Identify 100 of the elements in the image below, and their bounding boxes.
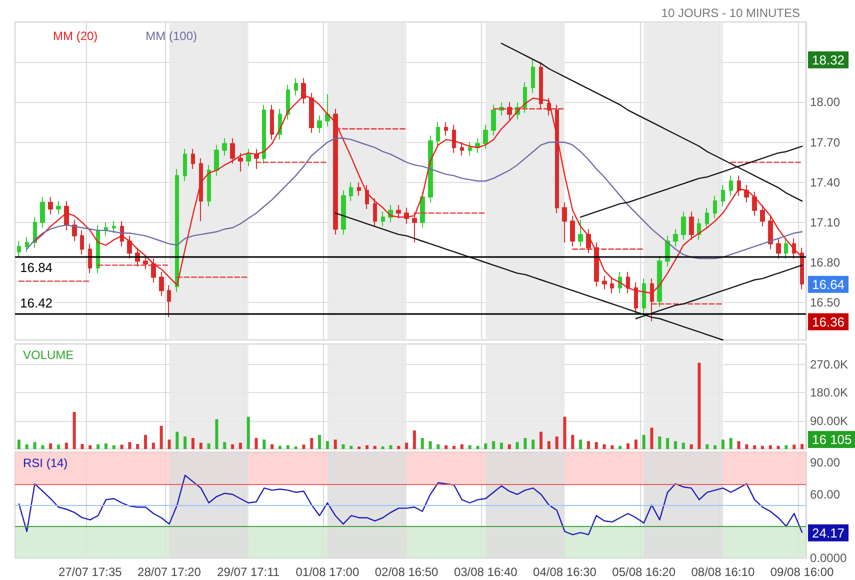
bar	[57, 444, 60, 449]
bar	[776, 446, 780, 449]
bar	[238, 442, 242, 449]
x-tick-label: 05/08 16:20	[612, 565, 676, 579]
bar	[270, 444, 274, 449]
bar	[729, 438, 732, 449]
bar	[64, 442, 68, 449]
bar	[215, 419, 218, 449]
candlestick	[483, 124, 488, 150]
bar	[223, 442, 226, 449]
bar	[642, 434, 646, 449]
bar	[88, 445, 92, 449]
bar	[104, 443, 108, 449]
candlestick	[642, 278, 646, 314]
candlestick	[800, 247, 804, 290]
candlestick	[650, 278, 654, 322]
bar	[563, 416, 566, 449]
bar	[650, 428, 654, 449]
candlestick	[64, 200, 69, 231]
candlestick	[254, 148, 259, 170]
y-tick-label: 16.50	[810, 296, 840, 310]
candlestick	[25, 236, 29, 252]
candlestick	[127, 235, 132, 259]
candlestick	[40, 196, 45, 228]
bar	[532, 440, 535, 449]
bar	[784, 445, 788, 449]
bar	[492, 441, 496, 449]
candlestick	[151, 258, 156, 284]
candlestick	[175, 168, 179, 292]
candlestick	[412, 212, 417, 243]
candlestick	[452, 124, 456, 154]
bar	[365, 445, 368, 449]
bar	[792, 444, 796, 449]
bar	[698, 362, 701, 449]
annotation: 16.64	[812, 276, 845, 292]
candlestick	[721, 184, 725, 207]
bar	[468, 445, 472, 449]
bar	[120, 444, 124, 449]
candlestick	[183, 148, 187, 182]
bar	[286, 445, 290, 449]
bar	[278, 446, 282, 449]
y-tick-label: 90.00K	[810, 414, 848, 428]
candlestick	[531, 58, 535, 94]
text: MM (20)	[53, 29, 98, 43]
annotation: 24.17	[812, 525, 845, 540]
candlestick	[262, 104, 266, 164]
bar	[618, 446, 622, 449]
y-tick-label: 180.0K	[810, 386, 848, 400]
bar	[721, 440, 724, 449]
candlestick	[238, 152, 243, 172]
candlestick	[729, 175, 733, 196]
candlestick	[222, 138, 227, 156]
bar	[594, 442, 598, 449]
chart-title: VOLUME	[23, 348, 74, 362]
candlestick	[570, 215, 575, 247]
bar	[207, 443, 210, 449]
candlestick	[286, 84, 290, 120]
bar	[33, 442, 36, 449]
bar	[254, 438, 258, 449]
candlestick	[784, 238, 788, 259]
x-tick-label: 27/07 17:35	[58, 565, 122, 579]
candlestick	[578, 219, 583, 247]
bar	[318, 434, 322, 449]
candlestick	[246, 148, 251, 167]
bar	[516, 442, 519, 449]
bar	[420, 438, 424, 449]
bar	[176, 432, 179, 449]
bar	[476, 446, 480, 449]
candlestick	[349, 182, 353, 202]
y-tick-label: 60.00	[810, 487, 840, 502]
bar	[381, 446, 384, 449]
ref-line-label: 16.42	[20, 295, 53, 310]
candlestick	[167, 284, 171, 318]
bar	[484, 443, 488, 449]
candlestick	[191, 148, 195, 170]
bar	[579, 440, 582, 449]
candlestick	[420, 191, 425, 228]
candlestick	[744, 184, 749, 203]
bar	[342, 444, 345, 449]
bar	[508, 444, 511, 449]
bar	[397, 446, 400, 449]
candlestick	[673, 228, 678, 247]
bar	[571, 434, 574, 449]
bar	[72, 412, 76, 449]
bar	[524, 438, 527, 449]
bar	[373, 446, 376, 449]
candlestick	[396, 204, 401, 219]
bar	[452, 446, 456, 449]
candlestick	[333, 108, 338, 235]
bar	[389, 445, 392, 449]
bar	[760, 446, 764, 449]
candlestick	[539, 62, 543, 110]
bar	[326, 441, 329, 449]
bar	[753, 445, 756, 449]
candlestick	[760, 204, 765, 227]
bar	[184, 436, 187, 449]
candlestick	[634, 282, 638, 314]
candlestick	[214, 144, 219, 176]
candlestick	[713, 195, 717, 219]
bar	[634, 440, 638, 449]
